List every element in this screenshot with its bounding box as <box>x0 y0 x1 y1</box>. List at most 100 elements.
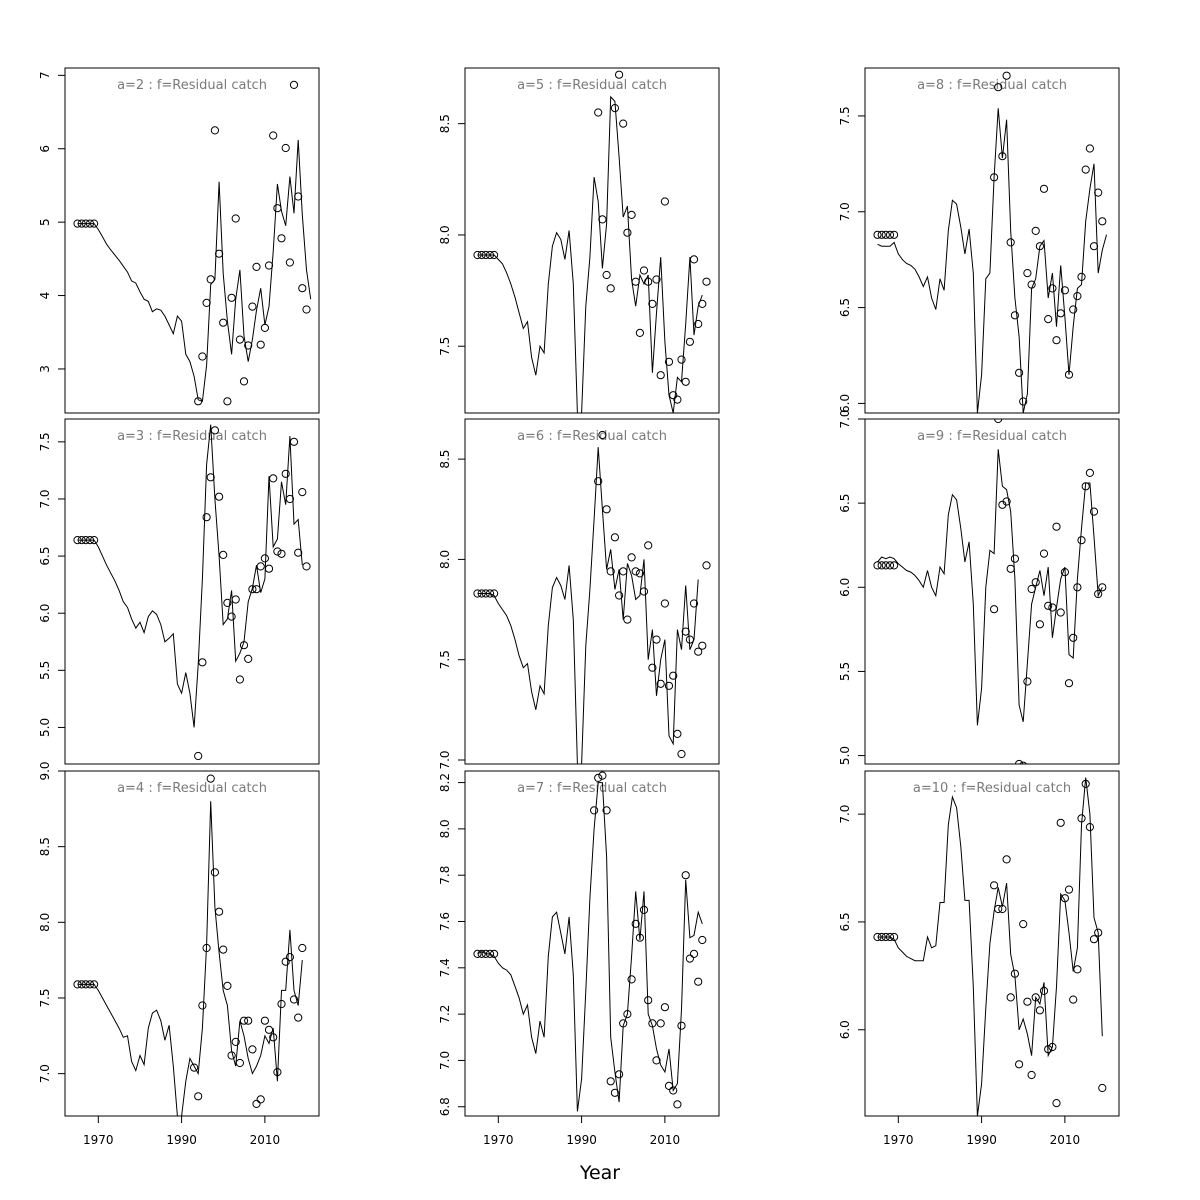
y-tick-label: 6 <box>38 145 52 153</box>
data-point <box>652 635 661 644</box>
data-point <box>639 587 649 596</box>
data-point <box>885 561 895 570</box>
data-point <box>664 1081 674 1091</box>
x-tick-label: 2010 <box>650 1133 681 1147</box>
data-point <box>235 675 244 684</box>
data-point <box>998 904 1007 914</box>
data-point <box>90 536 99 545</box>
y-tick-label: 5.5 <box>38 661 52 680</box>
data-point <box>615 591 624 600</box>
data-point <box>631 277 640 286</box>
data-point <box>677 749 686 759</box>
y-tick-label: 7.0 <box>438 750 452 769</box>
data-point <box>644 541 653 550</box>
data-point <box>1069 305 1078 314</box>
data-point <box>481 949 490 959</box>
data-point <box>610 104 620 113</box>
y-tick-label: 7.0 <box>38 489 52 508</box>
panel-frame <box>864 418 1120 765</box>
data-point <box>881 230 890 239</box>
y-axis: 7.0 7.5 8.0 8.5 <box>438 450 465 770</box>
data-point <box>1094 188 1103 197</box>
data-point <box>235 1058 244 1068</box>
panel-frame <box>464 770 720 1117</box>
data-point <box>1039 549 1049 558</box>
data-point <box>1069 995 1078 1004</box>
data-point <box>669 671 678 680</box>
data-point <box>285 258 294 267</box>
data-point <box>1031 226 1040 235</box>
data-point <box>694 977 703 986</box>
data-point <box>1081 165 1090 174</box>
series-points <box>873 419 1107 764</box>
panel-7: a=4 : f=Residual catch 7.0 7.5 8.0 8.5 9.0 197… <box>38 761 320 1147</box>
y-tick-label: 8.0 <box>438 550 452 569</box>
y-tick-label: 6.0 <box>838 1020 852 1039</box>
data-point <box>994 904 1003 914</box>
data-point <box>606 284 615 293</box>
y-tick-label: 4 <box>38 292 52 300</box>
series-line <box>877 777 1103 1116</box>
data-point <box>202 943 211 953</box>
data-point <box>669 391 678 400</box>
data-point <box>1027 1070 1036 1080</box>
data-point <box>669 1086 678 1095</box>
series-line <box>77 801 303 1116</box>
data-point <box>990 881 999 890</box>
data-point <box>1064 370 1074 379</box>
y-tick-label: 7.5 <box>438 650 452 669</box>
x-tick-label: 2010 <box>250 1133 281 1147</box>
data-point <box>881 932 890 942</box>
data-point <box>194 397 203 406</box>
y-tick-label: 3 <box>38 365 52 373</box>
data-point <box>623 228 632 237</box>
data-point <box>994 419 1003 424</box>
data-point <box>227 612 236 621</box>
data-point <box>664 357 674 366</box>
data-point <box>598 430 607 440</box>
panel-2: a=5 : f=Residual catch 7.5 8.0 8.5 <box>438 67 720 414</box>
data-point <box>252 585 261 594</box>
y-tick-label: 8.5 <box>438 114 452 133</box>
data-point <box>1010 311 1020 320</box>
panel-title: a=9 : f=Residual catch <box>917 429 1067 444</box>
data-point <box>1081 779 1090 789</box>
data-point <box>1010 554 1020 563</box>
data-point <box>1015 1060 1024 1069</box>
data-point <box>627 210 636 219</box>
data-point <box>256 340 265 349</box>
data-point <box>1039 184 1049 193</box>
data-point <box>1085 144 1095 153</box>
data-point <box>656 1019 665 1028</box>
data-point <box>252 262 261 271</box>
y-tick-label: 7.5 <box>38 432 52 451</box>
y-tick-label: 9.0 <box>38 761 52 780</box>
data-point <box>269 474 278 483</box>
data-point <box>627 975 636 984</box>
x-tick-label: 1990 <box>966 1133 997 1147</box>
data-point <box>694 647 703 656</box>
data-point <box>264 1025 274 1034</box>
series-points <box>73 426 311 761</box>
data-point <box>656 679 665 688</box>
data-point <box>698 299 707 308</box>
data-point <box>1035 620 1045 629</box>
data-point <box>689 255 699 264</box>
data-point <box>1002 71 1011 80</box>
data-point <box>698 935 707 945</box>
x-tick-label: 1990 <box>166 1133 197 1147</box>
data-point <box>652 1056 661 1065</box>
data-point <box>1056 309 1065 318</box>
data-point <box>302 562 311 571</box>
data-point <box>277 549 286 558</box>
panel-8: a=7 : f=Residual catch 6.8 7.0 7.2 7.4 7.6 7.8… <box>438 770 720 1147</box>
data-point <box>277 234 286 243</box>
y-tick-label: 6.8 <box>438 1097 452 1116</box>
data-point <box>644 996 653 1005</box>
data-point <box>990 173 999 182</box>
data-point <box>619 119 628 128</box>
x-axis-title: Year <box>579 1162 620 1184</box>
data-point <box>635 933 645 942</box>
y-axis: 3 4 5 6 7 <box>38 72 65 373</box>
